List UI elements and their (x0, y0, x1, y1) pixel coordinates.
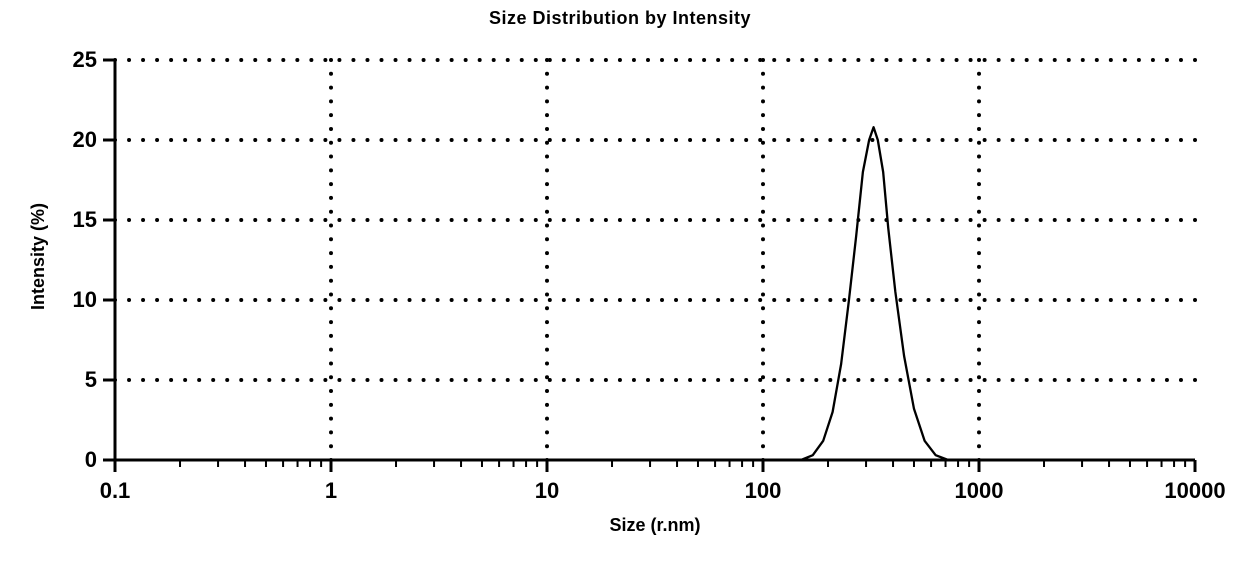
y-tick-label: 0 (85, 447, 97, 473)
x-tick-label: 1 (281, 478, 381, 504)
x-tick-label: 1000 (929, 478, 1029, 504)
y-tick-label: 20 (73, 127, 97, 153)
chart-svg (75, 20, 1235, 500)
y-tick-label: 15 (73, 207, 97, 233)
x-tick-label: 0.1 (65, 478, 165, 504)
x-tick-label: 100 (713, 478, 813, 504)
x-tick-label: 10 (497, 478, 597, 504)
plot-area (115, 60, 1195, 460)
y-tick-label: 10 (73, 287, 97, 313)
x-tick-label: 10000 (1145, 478, 1240, 504)
y-axis-label: Intensity (%) (28, 203, 49, 310)
y-tick-label: 25 (73, 47, 97, 73)
y-tick-label: 5 (85, 367, 97, 393)
x-axis-label: Size (r.nm) (115, 515, 1195, 536)
